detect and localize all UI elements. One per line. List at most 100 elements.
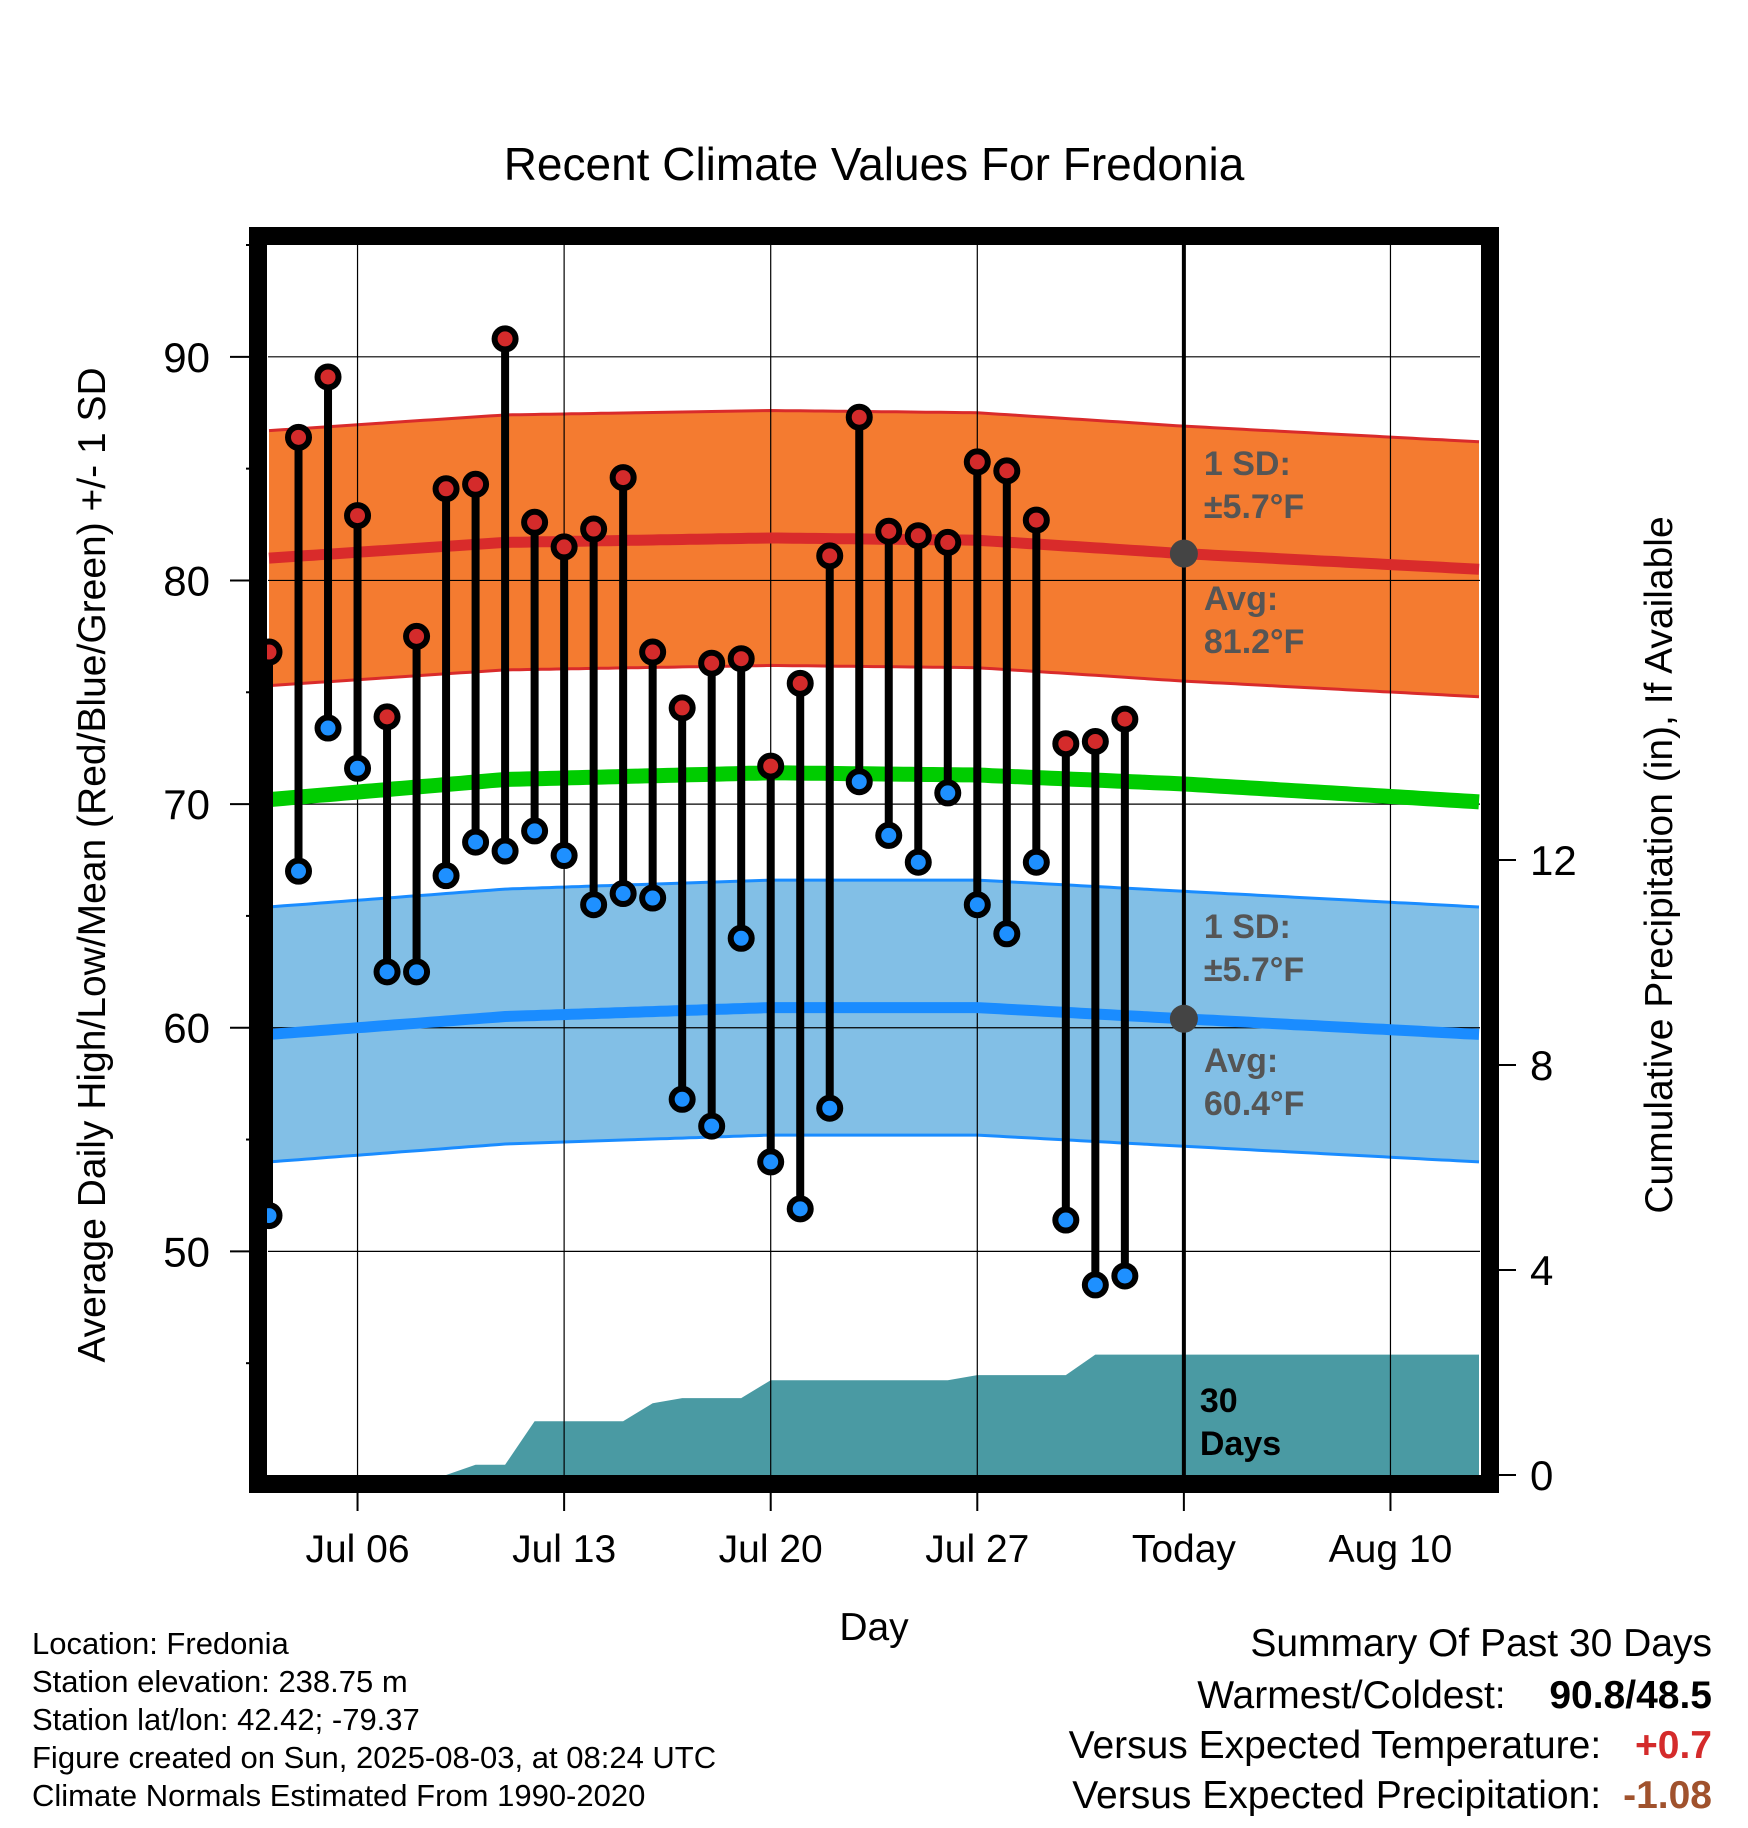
- low-sd-value: ±5.7°F: [1204, 951, 1304, 989]
- x-tick-label: Jul 13: [512, 1528, 616, 1571]
- daily-high-marker: [904, 522, 932, 550]
- daily-high-marker: [757, 752, 785, 780]
- daily-high-marker: [786, 669, 814, 697]
- daily-high-marker: [1052, 730, 1080, 758]
- daily-low-marker: [934, 779, 962, 807]
- daily-high-marker: [1111, 705, 1139, 733]
- warm-cold-label: Warmest/Coldest:: [1197, 1674, 1506, 1717]
- daily-low-marker: [1111, 1262, 1139, 1290]
- daily-low-marker: [462, 828, 490, 856]
- low-sd-lower-edge: [268, 1133, 1480, 1164]
- daily-high-marker: [432, 475, 460, 503]
- y-tick-label: 70: [163, 781, 210, 828]
- x-tick-label: Jul 20: [719, 1528, 823, 1571]
- normal-high-line: [268, 532, 1480, 575]
- daily-high-marker: [550, 533, 578, 561]
- daily-high-marker: [993, 457, 1021, 485]
- daily-high-marker: [727, 645, 755, 673]
- daily-low-marker: [1052, 1206, 1080, 1234]
- daily-high-marker: [1022, 506, 1050, 534]
- x-axis-label: Day: [839, 1606, 909, 1649]
- x-tick-label: Today: [1132, 1528, 1237, 1571]
- coldest-value: 48.5: [1636, 1674, 1712, 1717]
- y-tick-label: 60: [163, 1005, 210, 1052]
- y-axis-label: Average Daily High/Low/Mean (Red/Blue/Gr…: [71, 367, 114, 1362]
- low-sd-label: 1 SD:: [1204, 908, 1291, 946]
- chart-title: Recent Climate Values For Fredonia: [504, 138, 1245, 190]
- daily-low-marker: [727, 924, 755, 952]
- location-text: Location: Fredonia: [32, 1626, 289, 1661]
- daily-low-marker: [580, 891, 608, 919]
- daily-high-marker: [845, 403, 873, 431]
- daily-high-marker: [1081, 727, 1109, 755]
- daily-low-marker: [963, 891, 991, 919]
- daily-low-marker: [757, 1148, 785, 1176]
- daily-low-marker: [816, 1094, 844, 1122]
- y-tick-label: 50: [163, 1228, 210, 1275]
- daily-low-marker: [639, 884, 667, 912]
- daily-low-marker: [875, 821, 903, 849]
- daily-low-marker: [521, 817, 549, 845]
- daily-low-marker: [1081, 1271, 1109, 1299]
- high-sd-upper-edge: [268, 408, 1480, 444]
- daily-low-marker: [609, 880, 637, 908]
- daily-high-marker: [521, 508, 549, 536]
- low-avg-value: 60.4°F: [1204, 1085, 1305, 1123]
- daily-high-marker: [344, 502, 372, 530]
- y2-axis-label: Cumulative Precipitation (in), If Availa…: [1638, 516, 1681, 1213]
- daily-low-marker: [491, 837, 519, 865]
- daily-high-marker: [875, 517, 903, 545]
- daily-high-marker: [816, 542, 844, 570]
- daily-high-marker: [934, 528, 962, 556]
- plot-frame: [249, 227, 1499, 1493]
- elevation-text: Station elevation: 238.75 m: [32, 1664, 408, 1699]
- x-tick-label: Jul 27: [925, 1528, 1029, 1571]
- temp-row: Versus Expected Temperature: +0.7: [1069, 1724, 1712, 1768]
- high-avg-value: 81.2°F: [1204, 623, 1305, 661]
- warmest-value: 90.8: [1549, 1674, 1626, 1717]
- normals-text: Climate Normals Estimated From 1990-2020: [32, 1778, 646, 1813]
- daily-low-marker: [845, 768, 873, 796]
- created-text: Figure created on Sun, 2025-08-03, at 08…: [32, 1740, 717, 1775]
- daily-low-marker: [993, 920, 1021, 948]
- precip-departure: -1.08: [1623, 1774, 1712, 1817]
- y2-tick-label: 0: [1530, 1452, 1553, 1499]
- normal-mean-line: [268, 765, 1480, 810]
- daily-high-marker: [963, 448, 991, 476]
- daily-high-marker: [609, 464, 637, 492]
- days-label-text: Days: [1200, 1425, 1281, 1463]
- warm-cold-row: Warmest/Coldest: 90.8/48.5: [1197, 1674, 1712, 1717]
- high-avg-label: Avg:: [1204, 580, 1278, 618]
- today-low-avg-marker: [1169, 1004, 1198, 1033]
- plot-area: 1 SD: ±5.7°F Avg: 81.2°F 1 SD: ±5.7°F Avg: 60.4…: [163, 227, 1577, 1571]
- summary-panel: Summary Of Past 30 Days Warmest/Coldest:…: [1069, 1622, 1712, 1818]
- daily-low-marker: [314, 714, 342, 742]
- x-tick-label: Jul 06: [305, 1528, 409, 1571]
- low-sd-band: [269, 880, 1479, 1162]
- daily-high-marker: [314, 363, 342, 391]
- daily-low-marker: [668, 1085, 696, 1113]
- low-avg-label: Avg:: [1204, 1042, 1278, 1080]
- daily-high-marker: [580, 515, 608, 543]
- x-tick-label: Aug 10: [1329, 1528, 1453, 1571]
- normal-low-line: [268, 1002, 1480, 1040]
- station-info: Location: Fredonia Station elevation: 23…: [32, 1625, 716, 1815]
- daily-high-marker: [403, 622, 431, 650]
- daily-low-marker: [904, 848, 932, 876]
- daily-high-marker: [668, 694, 696, 722]
- high-sd-lower-edge: [268, 663, 1480, 699]
- daily-high-marker: [698, 649, 726, 677]
- days-label-number: 30: [1200, 1382, 1238, 1420]
- daily-high-marker: [639, 638, 667, 666]
- high-sd-value: ±5.7°F: [1204, 488, 1304, 526]
- y2-tick-label: 8: [1530, 1042, 1553, 1089]
- daily-high-marker: [462, 470, 490, 498]
- y2-tick-label: 12: [1530, 837, 1577, 884]
- precip-label: Versus Expected Precipitation:: [1072, 1774, 1602, 1817]
- temp-label: Versus Expected Temperature:: [1068, 1724, 1602, 1767]
- daily-high-marker: [373, 703, 401, 731]
- low-sd-upper-edge: [268, 878, 1480, 909]
- y2-tick-label: 4: [1530, 1247, 1553, 1294]
- daily-low-marker: [698, 1112, 726, 1140]
